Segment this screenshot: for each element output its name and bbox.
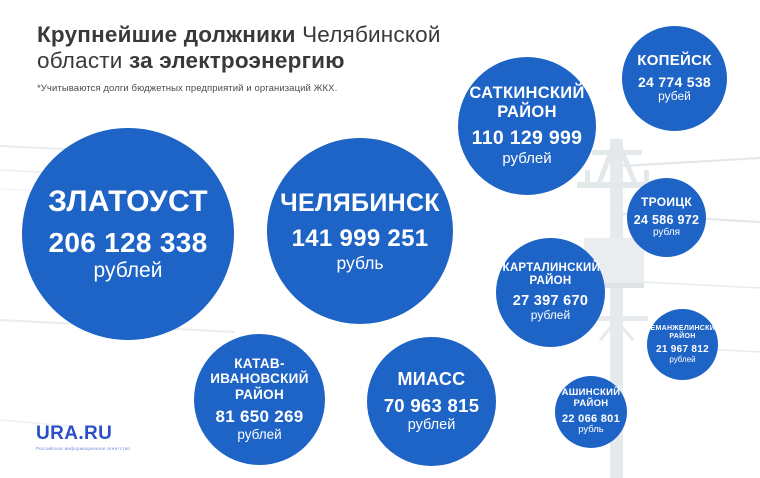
title-regular-part2: области [37, 47, 123, 73]
bubble-label: ТРОИЦК [640, 195, 693, 210]
bubble-amount: 21 967 812 [655, 343, 710, 355]
bubble-label: КАРТАЛИНСКИЙ РАЙОН [502, 262, 601, 288]
ura-ru-logo-tagline: Российское информационное агентство [36, 446, 131, 451]
bubble-label: ЗЛАТОУСТ [48, 184, 208, 218]
bubble-unit: рубей [658, 89, 691, 104]
bubble-amount: 24 774 538 [637, 74, 712, 91]
bubble-label: КОПЕЙСК [637, 51, 712, 69]
bubble-unit: рубль [578, 423, 604, 435]
bubble-amount: 110 129 999 [471, 127, 583, 150]
footnote: *Учитываются долги бюджетных предприятий… [37, 82, 338, 94]
bubble-amount: 70 963 815 [383, 395, 480, 417]
bubble-amount: 206 128 338 [48, 227, 208, 259]
bubble-zlatoust: ЗЛАТОУСТ 206 128 338 рублей [22, 128, 234, 340]
bubble-label: САТКИНСКИЙ РАЙОН [469, 84, 585, 121]
bubble-troitsk: ТРОИЦК 24 586 972 рубля [627, 178, 706, 257]
ura-ru-logo: URA.RU Российское информационное агентст… [36, 423, 130, 451]
bubble-unit: рублей [93, 259, 163, 283]
bubble-label: ЧЕЛЯБИНСК [280, 189, 440, 218]
page-title: Крупнейшие должники Челябинской области … [37, 22, 507, 74]
bubble-unit: рублей [669, 354, 696, 364]
bubble-unit: рубля [652, 227, 681, 239]
bubble-amount: 24 586 972 [633, 213, 700, 228]
bubble-amount: 141 999 251 [291, 224, 429, 252]
bubble-katav-ivanovsky-rayon: КАТАВ-ИВАНОВСКИЙ РАЙОН 81 650 269 рублей [194, 334, 325, 465]
bubble-amount: 22 066 801 [561, 412, 621, 425]
bubble-miass: МИАСС 70 963 815 рублей [367, 337, 496, 466]
bubble-label: ЕМАНЖЕЛИНСКИЙ РАЙОН [650, 324, 721, 340]
bubble-label: МИАСС [397, 369, 466, 390]
bubble-chelyabinsk: ЧЕЛЯБИНСК 141 999 251 рубль [267, 138, 453, 324]
header: Крупнейшие должники Челябинской области … [37, 22, 507, 94]
bubble-amount: 27 397 670 [512, 292, 589, 309]
bubble-unit: рублей [530, 307, 571, 322]
bubble-label: КАТАВ-ИВАНОВСКИЙ РАЙОН [210, 356, 309, 402]
bubble-unit: рублей [407, 417, 456, 434]
bubble-unit: рублей [237, 427, 282, 443]
bubble-satkinsky-rayon: САТКИНСКИЙ РАЙОН 110 129 999 рублей [458, 57, 596, 195]
title-regular-part1: Челябинской [302, 22, 441, 47]
bubble-label: АШИНСКИЙ РАЙОН [561, 387, 621, 409]
bubble-kopeysk: КОПЕЙСК 24 774 538 рубей [622, 26, 727, 131]
bubble-ashinsky-rayon: АШИНСКИЙ РАЙОН 22 066 801 рубль [555, 376, 627, 448]
ura-ru-logo-text: URA.RU [36, 423, 113, 444]
title-bold-part1: Крупнейшие должники [37, 22, 296, 47]
bubble-amount: 81 650 269 [215, 407, 304, 427]
page-title-line1: Крупнейшие должники Челябинской [37, 22, 507, 48]
page-title-line2: области за электроэнергию [37, 48, 507, 74]
bubble-kartalinsky-rayon: КАРТАЛИНСКИЙ РАЙОН 27 397 670 рублей [496, 238, 605, 347]
bubble-unit: рублей [502, 150, 552, 168]
bubble-unit: рубль [336, 252, 384, 273]
bubble-emanzhelinsky-rayon: ЕМАНЖЕЛИНСКИЙ РАЙОН 21 967 812 рублей [647, 309, 721, 380]
title-bold-part2: за электроэнергию [129, 47, 345, 73]
